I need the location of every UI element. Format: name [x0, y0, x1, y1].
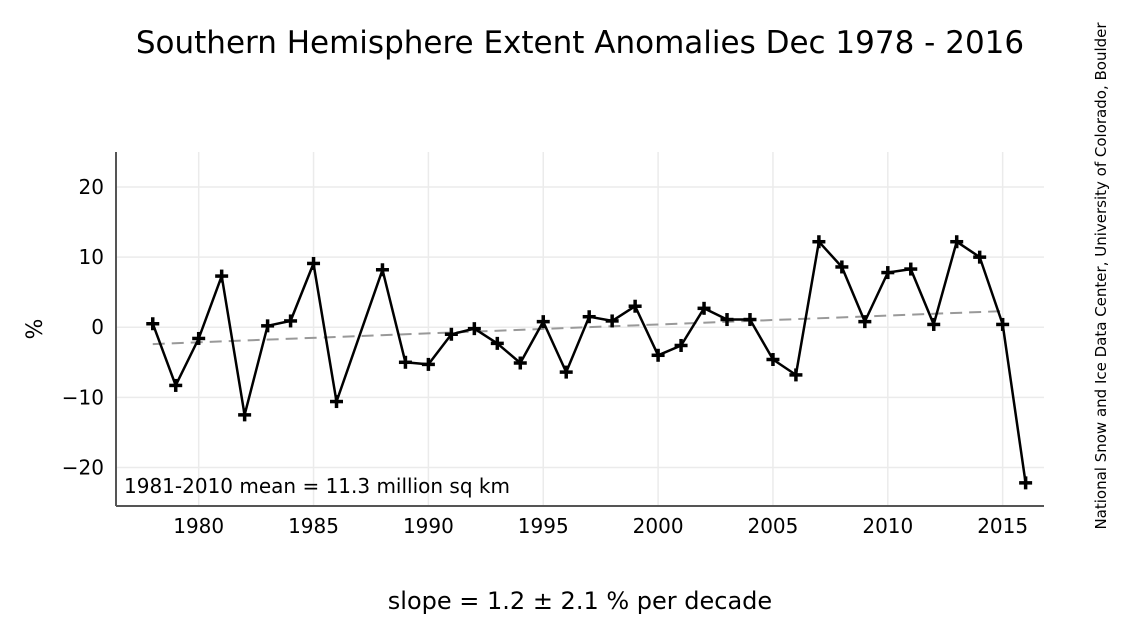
data-point	[559, 365, 573, 379]
x-tick-label: 1980	[173, 514, 224, 538]
data-point	[307, 256, 321, 270]
mean-annotation: 1981-2010 mean = 11.3 million sq km	[124, 474, 510, 498]
data-point	[398, 355, 412, 369]
series-line	[151, 240, 1027, 484]
data-point	[697, 301, 711, 315]
data-point	[146, 317, 160, 331]
trend-line-layer	[152, 310, 1003, 346]
data-point	[490, 336, 504, 350]
y-tick-label: 10	[79, 245, 104, 269]
tick-labels: 1980 1985 1990 1995 2000 2005 2010 201520100−10…	[62, 175, 1028, 538]
x-tick-label: 2010	[862, 514, 913, 538]
y-axis-label: %	[23, 319, 48, 340]
data-point	[835, 260, 849, 274]
data-point	[927, 317, 941, 331]
gridlines	[116, 152, 1044, 506]
data-point	[284, 314, 298, 328]
data-point	[720, 313, 734, 327]
data-point	[467, 322, 481, 336]
data-point	[881, 266, 895, 280]
y-tick-label: 20	[79, 175, 104, 199]
data-point	[192, 331, 206, 345]
data-point	[766, 352, 780, 366]
data-point	[1019, 476, 1033, 490]
y-tick-label: −20	[62, 455, 104, 479]
data-point	[858, 315, 872, 329]
data-point	[628, 299, 642, 313]
data-point	[996, 317, 1010, 331]
data-point	[169, 378, 183, 392]
data-point	[215, 269, 229, 283]
data-point	[444, 327, 458, 341]
data-point	[375, 263, 389, 277]
data-point	[743, 313, 757, 327]
data-point	[536, 315, 550, 329]
data-point	[812, 235, 826, 249]
data-point	[674, 338, 688, 352]
credit-text: National Snow and Ice Data Center, Unive…	[1092, 22, 1110, 530]
trend-line	[152, 310, 1003, 346]
data-point	[651, 348, 665, 362]
x-tick-label: 1990	[403, 514, 454, 538]
data-point	[421, 357, 435, 371]
axes	[115, 152, 1044, 507]
slope-label: slope = 1.2 ± 2.1 % per decade	[388, 587, 772, 615]
x-tick-label: 2015	[977, 514, 1028, 538]
x-tick-label: 1995	[518, 514, 569, 538]
data-point	[973, 250, 987, 264]
data-point	[238, 408, 252, 422]
data-point	[330, 395, 344, 409]
x-tick-label: 1985	[288, 514, 339, 538]
chart-title: Southern Hemisphere Extent Anomalies Dec…	[136, 25, 1024, 61]
data-point	[261, 319, 275, 333]
y-tick-label: 0	[91, 315, 104, 339]
data-point	[513, 356, 527, 370]
data-point	[950, 235, 964, 249]
y-tick-label: −10	[62, 385, 104, 409]
data-point	[582, 310, 596, 324]
data-point	[789, 368, 803, 382]
x-tick-label: 2005	[747, 514, 798, 538]
data-point	[904, 262, 918, 276]
data-point	[605, 314, 619, 328]
series-layer	[146, 235, 1033, 490]
x-tick-label: 2000	[633, 514, 684, 538]
